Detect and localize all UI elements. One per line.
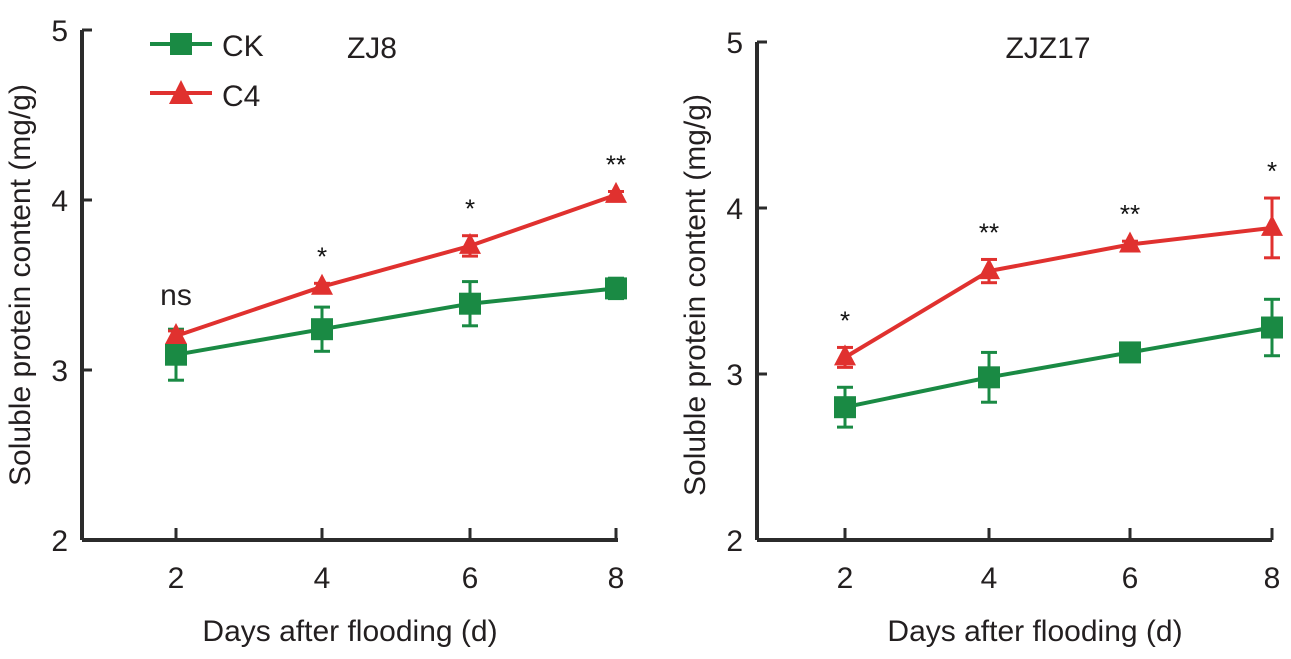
panel-zj8: Soluble protein content (mg/g) Days afte… — [4, 15, 627, 648]
y-tick-label: 5 — [726, 27, 743, 60]
x-tick-label: 2 — [837, 562, 854, 595]
legend: CK C4 — [150, 30, 264, 113]
series-line-ck — [176, 288, 616, 354]
x-axis-title: Days after flooding (d) — [887, 615, 1182, 648]
significance-label: * — [317, 241, 327, 271]
x-axis-title: Days after flooding (d) — [202, 615, 497, 648]
significance-label: ** — [979, 217, 999, 247]
data-point-c4 — [1261, 215, 1283, 236]
series-line-ck — [845, 328, 1272, 408]
legend-item-ck: CK — [150, 30, 264, 63]
x-tick-label: 6 — [1122, 562, 1139, 595]
x-tick-label: 6 — [462, 562, 479, 595]
significance-label: ** — [1120, 199, 1140, 229]
significance-label: * — [465, 194, 475, 224]
y-axis-title: Soluble protein content (mg/g) — [679, 94, 712, 496]
y-axis-title: Soluble protein content (mg/g) — [4, 84, 37, 486]
data-point-ck — [834, 396, 856, 418]
y-tick-label: 2 — [726, 525, 743, 558]
panel-title: ZJ8 — [347, 32, 397, 65]
data-point-ck — [1261, 317, 1283, 339]
significance-label: * — [1267, 156, 1277, 186]
y-tick-label: 2 — [51, 525, 68, 558]
panel-zjz17: Soluble protein content (mg/g) Days afte… — [679, 27, 1283, 648]
y-tick-label: 5 — [51, 15, 68, 48]
x-tick-label: 8 — [1264, 562, 1281, 595]
panel-title: ZJZ17 — [1005, 32, 1090, 65]
significance-label: ns — [160, 279, 192, 312]
legend-label-ck: CK — [222, 30, 264, 63]
x-tick-label: 4 — [314, 562, 331, 595]
x-tick-label: 8 — [608, 562, 625, 595]
legend-marker-ck — [170, 33, 192, 55]
significance-label: ** — [606, 150, 626, 180]
data-point-ck — [978, 366, 1000, 388]
legend-label-c4: C4 — [222, 80, 260, 113]
y-tick-label: 3 — [51, 355, 68, 388]
data-point-ck — [459, 293, 481, 315]
legend-item-c4: C4 — [150, 80, 260, 113]
x-tick-label: 4 — [981, 562, 998, 595]
data-point-ck — [605, 277, 627, 299]
data-point-ck — [311, 318, 333, 340]
x-tick-label: 2 — [168, 562, 185, 595]
data-point-ck — [165, 344, 187, 366]
y-tick-label: 3 — [726, 359, 743, 392]
y-tick-label: 4 — [51, 185, 68, 218]
y-tick-label: 4 — [726, 193, 743, 226]
significance-label: * — [840, 305, 850, 335]
data-point-ck — [1119, 341, 1141, 363]
